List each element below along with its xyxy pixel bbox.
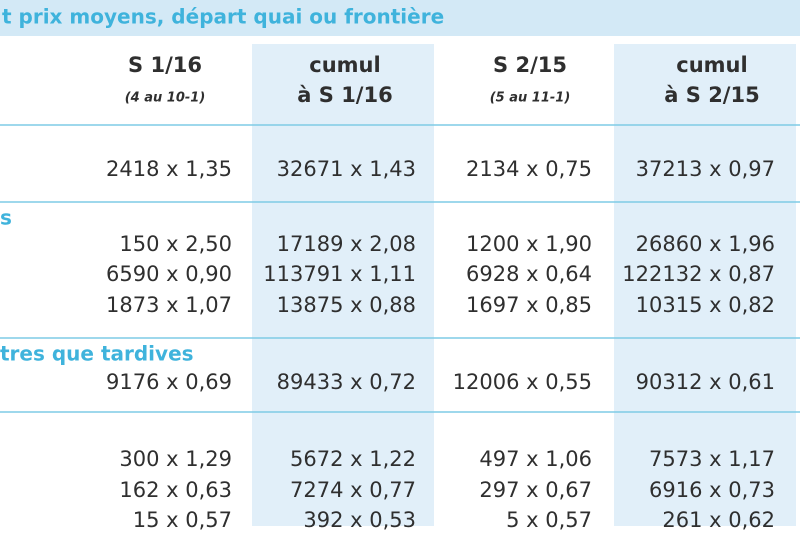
cell: 37213 x 0,97 [636,157,775,181]
cell: 7573 x 1,17 [649,447,775,471]
column-title: S 2/15 [493,53,567,77]
cell: 89433 x 0,72 [277,370,416,394]
cell: 300 x 1,29 [119,447,232,471]
column-subtitle: à S 1/16 [297,83,392,107]
column-title: cumul [676,53,747,77]
cell: 122132 x 0,87 [622,262,775,286]
cell: 113791 x 1,11 [263,262,416,286]
section-label: s [0,206,12,230]
cell: 497 x 1,06 [479,447,592,471]
column-subtitle: (5 au 11-1) [490,91,571,106]
column-title: cumul [309,53,380,77]
column-subtitle: à S 2/15 [664,83,759,107]
cell: 90312 x 0,61 [636,370,775,394]
cell: 5 x 0,57 [506,508,592,532]
section-label: tres que tardives [0,342,194,366]
cell: 2418 x 1,35 [106,157,232,181]
cell: 261 x 0,62 [662,508,775,532]
cell: 7274 x 0,77 [290,478,416,502]
cell: 6590 x 0,90 [106,262,232,286]
title-band [0,0,800,36]
cell: 26860 x 1,96 [636,232,775,256]
cell: 17189 x 2,08 [277,232,416,256]
cell: 162 x 0,63 [119,478,232,502]
cell: 6928 x 0,64 [466,262,592,286]
cell: 9176 x 0,69 [106,370,232,394]
cell: 392 x 0,53 [303,508,416,532]
cell: 297 x 0,67 [479,478,592,502]
column-subtitle: (4 au 10-1) [125,91,206,106]
cell: 1200 x 1,90 [466,232,592,256]
cell: 150 x 2,50 [119,232,232,256]
cell: 10315 x 0,82 [636,293,775,317]
table-title: t prix moyens, départ quai ou frontière [2,5,444,29]
cell: 13875 x 0,88 [277,293,416,317]
cell: 15 x 0,57 [133,508,232,532]
cell: 2134 x 0,75 [466,157,592,181]
cell: 12006 x 0,55 [453,370,592,394]
column-title: S 1/16 [128,53,202,77]
cell: 1697 x 0,85 [466,293,592,317]
cell: 32671 x 1,43 [277,157,416,181]
cell: 5672 x 1,22 [290,447,416,471]
cell: 1873 x 1,07 [106,293,232,317]
cell: 6916 x 0,73 [649,478,775,502]
